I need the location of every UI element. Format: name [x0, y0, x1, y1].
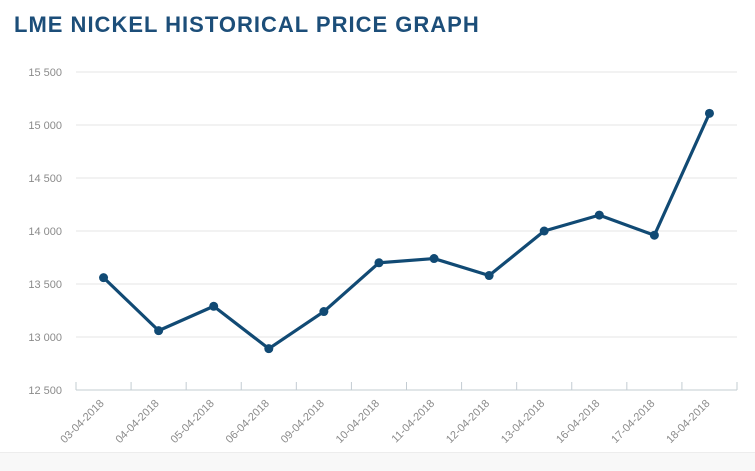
data-point[interactable]	[539, 226, 549, 236]
x-tick-label: 18-04-2018	[664, 398, 712, 446]
data-point[interactable]	[594, 210, 604, 220]
x-tick-label: 04-04-2018	[113, 398, 161, 446]
data-point[interactable]	[704, 108, 714, 118]
x-tick-label: 05-04-2018	[169, 398, 217, 446]
price-line	[101, 111, 712, 351]
x-tick-label: 11-04-2018	[389, 398, 437, 446]
data-point[interactable]	[319, 307, 329, 317]
x-tick-label: 12-04-2018	[444, 398, 492, 446]
y-tick-label: 15 000	[28, 120, 62, 132]
data-point[interactable]	[649, 230, 659, 240]
x-tick-label: 06-04-2018	[224, 398, 272, 446]
x-tick-label: 16-04-2018	[554, 398, 602, 446]
y-tick-label: 13 000	[28, 332, 62, 344]
x-tick-label: 10-04-2018	[334, 398, 382, 446]
data-point[interactable]	[264, 344, 274, 354]
y-tick-label: 13 500	[28, 279, 62, 291]
data-point[interactable]	[484, 271, 494, 281]
x-tick-label: 17-04-2018	[609, 398, 657, 446]
data-point[interactable]	[429, 254, 439, 264]
x-tick-label: 09-04-2018	[279, 398, 327, 446]
y-tick-label: 15 500	[28, 67, 62, 79]
data-point[interactable]	[154, 326, 164, 336]
x-tick-label: 03-04-2018	[58, 398, 106, 446]
data-point[interactable]	[374, 258, 384, 268]
data-point[interactable]	[99, 273, 109, 283]
y-tick-label: 14 500	[28, 173, 62, 185]
data-point[interactable]	[209, 301, 219, 311]
x-tick-label: 13-04-2018	[499, 398, 547, 446]
page-footer-strip	[0, 452, 755, 471]
y-tick-label: 14 000	[28, 226, 62, 238]
chart-title: LME NICKEL HISTORICAL PRICE GRAPH	[14, 12, 480, 37]
y-tick-label: 12 500	[28, 385, 62, 397]
